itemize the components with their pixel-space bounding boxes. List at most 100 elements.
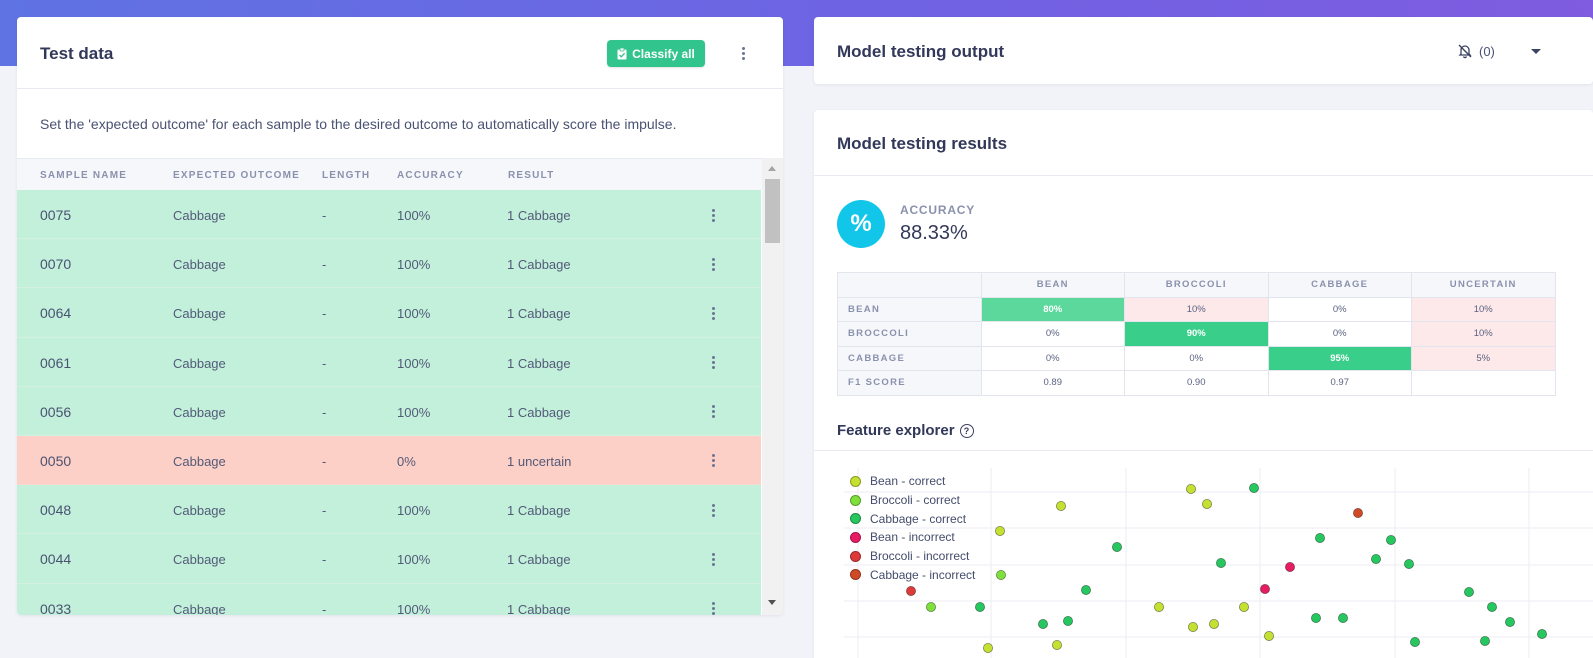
plot-point[interactable] <box>1505 616 1516 627</box>
plot-point[interactable] <box>1284 562 1295 573</box>
legend-dot <box>850 494 861 506</box>
plot-point[interactable] <box>1185 484 1196 495</box>
plot-point[interactable] <box>1353 508 1364 519</box>
plot-point[interactable] <box>906 585 917 596</box>
plot-point[interactable] <box>1248 483 1259 494</box>
cell-result: 1 Cabbage <box>507 601 571 616</box>
plot-point[interactable] <box>1055 501 1066 512</box>
scrollbar-thumb[interactable] <box>765 179 780 243</box>
plot-point[interactable] <box>982 642 993 653</box>
plot-point[interactable] <box>1464 586 1475 597</box>
cell-accuracy: 100% <box>397 601 431 616</box>
plot-point[interactable] <box>1187 621 1198 632</box>
chevron-down-icon[interactable] <box>1531 49 1541 54</box>
table-row[interactable]: 0070 Cabbage - 100% 1 Cabbage <box>17 239 761 289</box>
matrix-cell: 10% <box>1124 296 1269 322</box>
plot-point[interactable] <box>1314 533 1325 544</box>
plot-point[interactable] <box>1310 612 1321 623</box>
plot-point[interactable] <box>1111 542 1122 553</box>
table-row[interactable]: 0044 Cabbage - 100% 1 Cabbage <box>17 534 761 584</box>
cell-result: 1 uncertain <box>507 453 572 469</box>
plot-point[interactable] <box>1404 559 1415 570</box>
cell-length: - <box>322 503 327 519</box>
results-divider <box>814 175 1593 176</box>
column-sample-name[interactable]: SAMPLE NAME <box>40 170 128 181</box>
column-length[interactable]: LENGTH <box>322 170 371 181</box>
notification-count: (0) <box>1479 43 1495 59</box>
row-menu-icon[interactable] <box>706 453 720 469</box>
plot-point[interactable] <box>1338 612 1349 623</box>
table-row[interactable]: 0050 Cabbage - 0% 1 uncertain <box>17 435 761 486</box>
plot-point[interactable] <box>1201 499 1212 510</box>
plot-point[interactable] <box>1238 601 1249 612</box>
plot-point[interactable] <box>1259 583 1270 594</box>
table-row[interactable]: 0075 Cabbage - 100% 1 Cabbage <box>17 190 761 240</box>
help-circle-icon[interactable]: ? <box>959 423 974 438</box>
row-menu-icon[interactable] <box>706 502 720 518</box>
row-menu-icon[interactable] <box>706 404 720 420</box>
row-menu-icon[interactable] <box>706 256 720 272</box>
legend-item[interactable]: Cabbage - incorrect <box>850 565 975 584</box>
matrix-cell <box>1411 370 1556 396</box>
column-accuracy[interactable]: ACCURACY <box>397 170 464 181</box>
row-menu-icon[interactable] <box>706 601 720 615</box>
legend-item[interactable]: Bean - incorrect <box>850 528 975 547</box>
table-row[interactable]: 0048 Cabbage - 100% 1 Cabbage <box>17 485 761 535</box>
matrix-cell: 0.90 <box>1124 370 1269 396</box>
legend-item[interactable]: Bean - correct <box>850 472 975 491</box>
cell-expected: Cabbage <box>173 601 226 616</box>
matrix-cell: 0% <box>1267 321 1412 347</box>
legend-label: Bean - incorrect <box>870 530 955 545</box>
plot-point[interactable] <box>1386 535 1397 546</box>
legend-item[interactable]: Cabbage - correct <box>850 509 975 528</box>
table-scrollbar[interactable] <box>762 158 783 615</box>
plot-point[interactable] <box>1080 584 1091 595</box>
row-menu-icon[interactable] <box>706 551 720 567</box>
table-row[interactable]: 0056 Cabbage - 100% 1 Cabbage <box>17 386 761 436</box>
scroll-up-icon[interactable] <box>768 166 776 171</box>
cell-length: - <box>322 355 327 371</box>
plot-point[interactable] <box>974 601 985 612</box>
column-expected-outcome[interactable]: EXPECTED OUTCOME <box>173 170 300 181</box>
matrix-cell: 95% <box>1267 345 1412 371</box>
table-row[interactable]: 0033 Cabbage - 100% 1 Cabbage <box>17 583 761 616</box>
matrix-cell: 90% <box>1124 321 1269 347</box>
scroll-down-icon[interactable] <box>768 600 776 605</box>
table-row[interactable]: 0064 Cabbage - 100% 1 Cabbage <box>17 288 761 338</box>
matrix-cell: 0.89 <box>980 370 1125 396</box>
plot-point[interactable] <box>1263 630 1274 641</box>
row-menu-icon[interactable] <box>706 305 720 321</box>
cell-length: - <box>322 552 327 568</box>
plot-point[interactable] <box>1037 618 1048 629</box>
plot-point[interactable] <box>1480 635 1491 646</box>
matrix-column-header: BROCCOLI <box>1124 272 1269 298</box>
plot-point[interactable] <box>1371 554 1382 565</box>
legend-item[interactable]: Broccoli - correct <box>850 491 975 510</box>
classify-all-button[interactable]: Classify all <box>607 40 705 67</box>
notifications-toggle[interactable]: (0) <box>1457 43 1495 59</box>
header-divider <box>17 88 783 89</box>
feature-explorer-plot[interactable] <box>814 450 1593 658</box>
plot-point[interactable] <box>1153 601 1164 612</box>
plot-point[interactable] <box>1051 639 1062 650</box>
cell-length: - <box>322 208 327 223</box>
legend-dot <box>850 513 861 525</box>
plot-point[interactable] <box>1215 558 1226 569</box>
legend-item[interactable]: Broccoli - incorrect <box>850 547 975 566</box>
legend-label: Bean - correct <box>870 474 946 489</box>
row-menu-icon[interactable] <box>706 207 720 223</box>
plot-point[interactable] <box>1208 618 1219 629</box>
table-row[interactable]: 0061 Cabbage - 100% 1 Cabbage <box>17 337 761 387</box>
column-result[interactable]: RESULT <box>508 170 555 181</box>
plot-point[interactable] <box>1487 601 1498 612</box>
model-testing-results-card: Model testing results % ACCURACY 88.33% … <box>814 110 1593 658</box>
plot-point[interactable] <box>995 570 1006 581</box>
plot-point[interactable] <box>1062 615 1073 626</box>
row-menu-icon[interactable] <box>706 355 720 371</box>
cell-accuracy: 100% <box>397 257 431 273</box>
plot-point[interactable] <box>1410 636 1421 647</box>
test-data-menu-icon[interactable] <box>736 45 750 61</box>
plot-point[interactable] <box>994 526 1005 537</box>
plot-point[interactable] <box>926 601 937 612</box>
plot-point[interactable] <box>1537 628 1548 639</box>
